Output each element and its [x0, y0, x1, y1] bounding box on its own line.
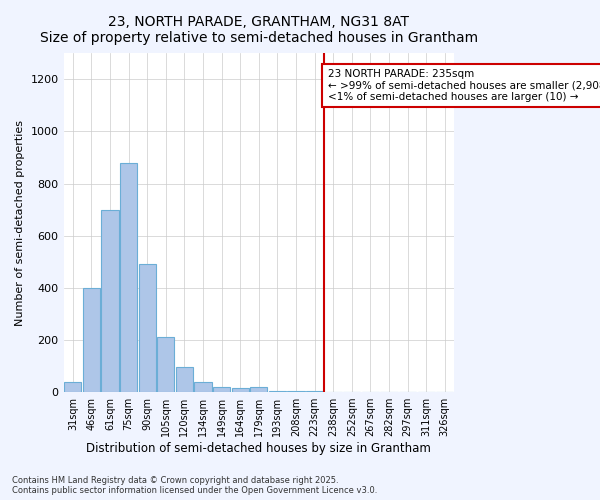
Bar [269, 391, 286, 392]
Bar [101, 210, 119, 392]
Bar [213, 387, 230, 392]
Bar [250, 387, 268, 392]
X-axis label: Distribution of semi-detached houses by size in Grantham: Distribution of semi-detached houses by … [86, 442, 431, 455]
Y-axis label: Number of semi-detached properties: Number of semi-detached properties [15, 120, 25, 326]
Bar [232, 388, 249, 392]
Bar [83, 288, 100, 392]
Bar [194, 382, 212, 392]
Title: 23, NORTH PARADE, GRANTHAM, NG31 8AT
Size of property relative to semi-detached : 23, NORTH PARADE, GRANTHAM, NG31 8AT Siz… [40, 15, 478, 45]
Text: Contains HM Land Registry data © Crown copyright and database right 2025.
Contai: Contains HM Land Registry data © Crown c… [12, 476, 377, 495]
Bar [287, 391, 305, 392]
Bar [306, 391, 323, 392]
Bar [176, 368, 193, 392]
Bar [157, 338, 175, 392]
Bar [64, 382, 82, 392]
Bar [120, 163, 137, 392]
Text: 23 NORTH PARADE: 235sqm
← >99% of semi-detached houses are smaller (2,908)
<1% o: 23 NORTH PARADE: 235sqm ← >99% of semi-d… [328, 69, 600, 102]
Bar [139, 264, 156, 392]
